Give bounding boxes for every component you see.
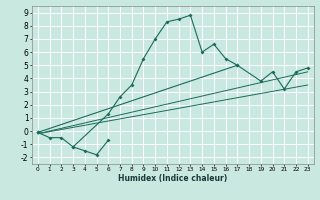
- X-axis label: Humidex (Indice chaleur): Humidex (Indice chaleur): [118, 174, 228, 183]
